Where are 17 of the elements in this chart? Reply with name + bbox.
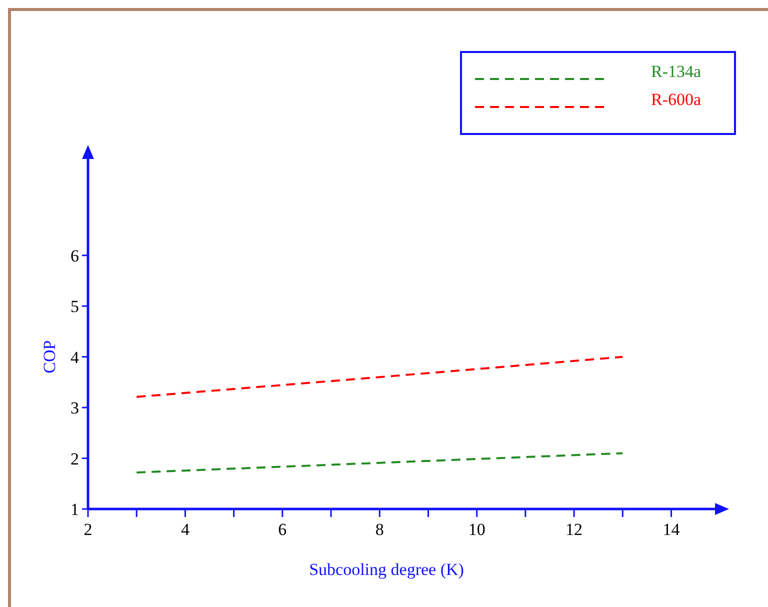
y-axis-title: COP (40, 340, 59, 374)
y-tick-label: 5 (70, 297, 79, 316)
x-tick-label: 8 (375, 520, 384, 539)
x-axis-title: Subcooling degree (K) (309, 560, 464, 579)
text: R-134a (651, 62, 702, 81)
y-tick-label: 2 (70, 449, 79, 468)
y-tick-label: 4 (70, 348, 80, 367)
x-tick-label: 12 (566, 520, 583, 539)
y-tick-label: 1 (70, 500, 79, 519)
x-tick-label: 14 (662, 520, 680, 539)
x-tick-label: 10 (468, 520, 486, 539)
x-tick-label: 6 (278, 520, 287, 539)
y-tick-label: 3 (70, 398, 79, 418)
x-tick-label: 4 (180, 520, 190, 539)
x-tick-label: 2 (84, 520, 92, 539)
text: R-600a (651, 90, 702, 109)
y-tick-label: 6 (70, 246, 79, 266)
